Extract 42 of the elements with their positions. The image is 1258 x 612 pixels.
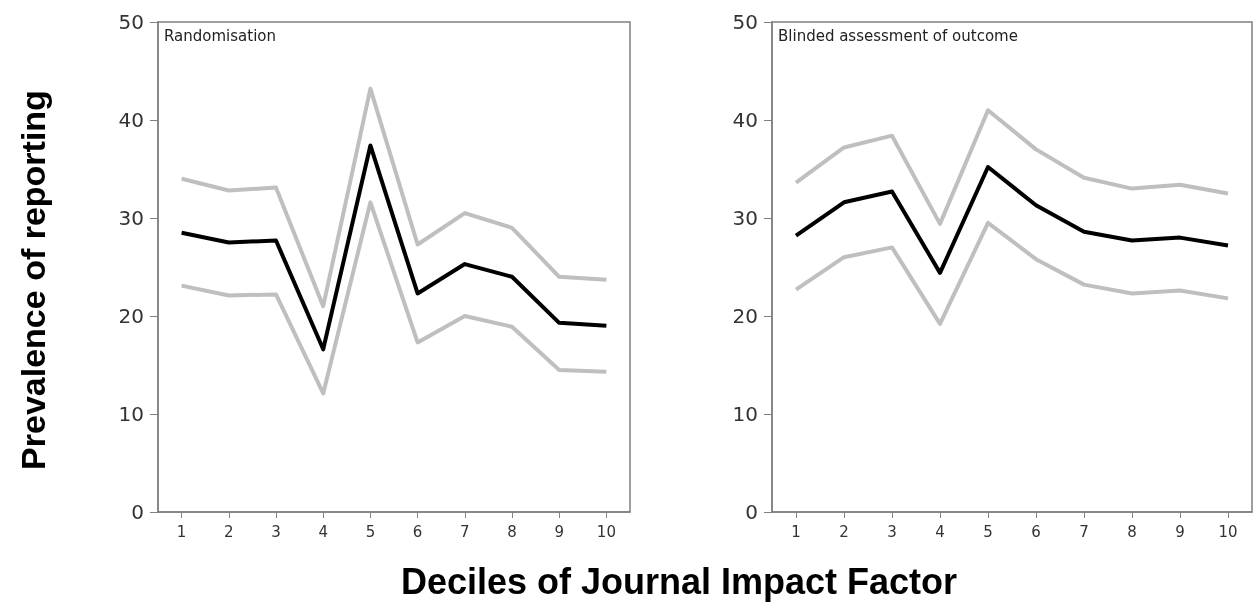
x-tick-label: 6 — [412, 522, 423, 541]
x-tick-label: 9 — [554, 522, 564, 541]
x-tick-label: 10 — [1218, 522, 1238, 541]
x-tick-label: 2 — [839, 522, 849, 541]
y-tick-label: 50 — [732, 10, 758, 34]
x-tick-label: 2 — [224, 522, 234, 541]
x-tick-label: 5 — [365, 522, 376, 541]
line-series — [794, 165, 1230, 275]
x-tick-label: 7 — [1079, 522, 1089, 541]
x-tick-label: 4 — [935, 522, 945, 541]
x-tick-label: 10 — [596, 522, 616, 541]
line-series — [794, 220, 1230, 326]
line-series — [179, 200, 609, 396]
y-tick-label: 0 — [131, 500, 144, 524]
x-tick-label: 9 — [1175, 522, 1185, 541]
y-tick-label: 20 — [118, 304, 144, 328]
y-tick-label: 0 — [745, 500, 758, 524]
x-tick-label: 6 — [1031, 522, 1041, 541]
x-axis-title: Deciles of Journal Impact Factor — [399, 560, 959, 604]
annotation: Randomisation — [164, 26, 277, 45]
x-tick-label: 8 — [1127, 522, 1137, 541]
x-tick-label: 3 — [271, 522, 281, 541]
line-series — [179, 143, 609, 352]
y-axis-title: Prevalence of reporting — [13, 89, 53, 472]
x-tick-label: 5 — [983, 522, 993, 541]
y-tick-label: 30 — [118, 206, 144, 230]
x-tick-label: 7 — [460, 522, 470, 541]
y-tick-label: 50 — [118, 10, 144, 34]
annotation: Blinded assessment of outcome — [778, 26, 1018, 45]
y-tick-label: 20 — [732, 304, 758, 328]
y-tick-label: 30 — [732, 206, 758, 230]
y-tick-label: 40 — [118, 108, 144, 132]
y-tick-label: 40 — [732, 108, 758, 132]
x-tick-label: 4 — [318, 522, 328, 541]
x-tick-label: 8 — [507, 522, 517, 541]
y-tick-label: 10 — [732, 402, 758, 426]
line-series — [179, 86, 609, 309]
x-tick-label: 1 — [176, 522, 187, 541]
x-tick-label: 1 — [791, 522, 801, 541]
line-series — [794, 108, 1230, 226]
y-tick-label: 10 — [118, 402, 144, 426]
x-tick-label: 3 — [887, 522, 897, 541]
